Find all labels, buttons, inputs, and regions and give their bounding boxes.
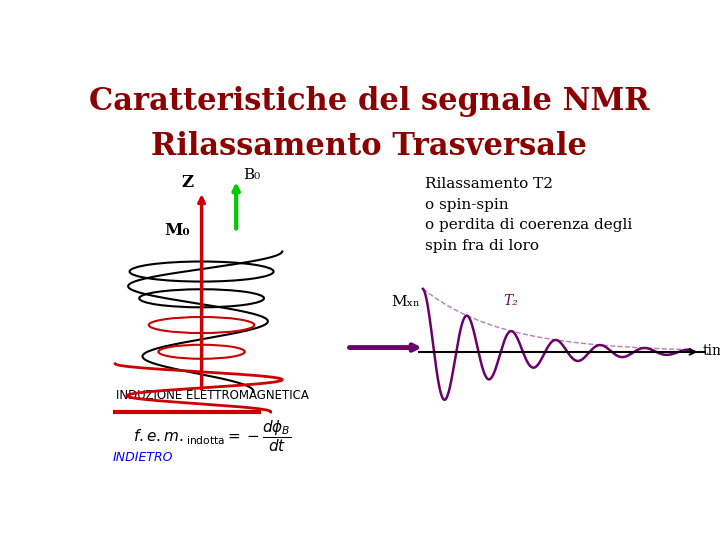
Text: INDUZIONE ELETTROMAGNETICA: INDUZIONE ELETTROMAGNETICA	[117, 389, 309, 402]
Text: Rilassamento T2
o spin-spin
o perdita di coerenza degli
spin fra di loro: Rilassamento T2 o spin-spin o perdita di…	[425, 177, 632, 253]
Text: Z: Z	[181, 174, 194, 191]
Text: INDIETRO: INDIETRO	[112, 451, 173, 464]
Text: Rilassamento Trasversale: Rilassamento Trasversale	[151, 131, 587, 163]
Text: B₀: B₀	[243, 168, 260, 183]
Text: M₀: M₀	[164, 222, 190, 239]
Text: T₂: T₂	[503, 294, 518, 308]
Text: Caratteristiche del segnale NMR: Caratteristiche del segnale NMR	[89, 85, 649, 117]
Text: Mₓₙ: Mₓₙ	[392, 295, 420, 309]
Text: time: time	[703, 344, 720, 358]
Text: $f.e.m._{\mathrm{indotta}} = -\dfrac{d\phi_B}{dt}$: $f.e.m._{\mathrm{indotta}} = -\dfrac{d\p…	[133, 418, 292, 454]
